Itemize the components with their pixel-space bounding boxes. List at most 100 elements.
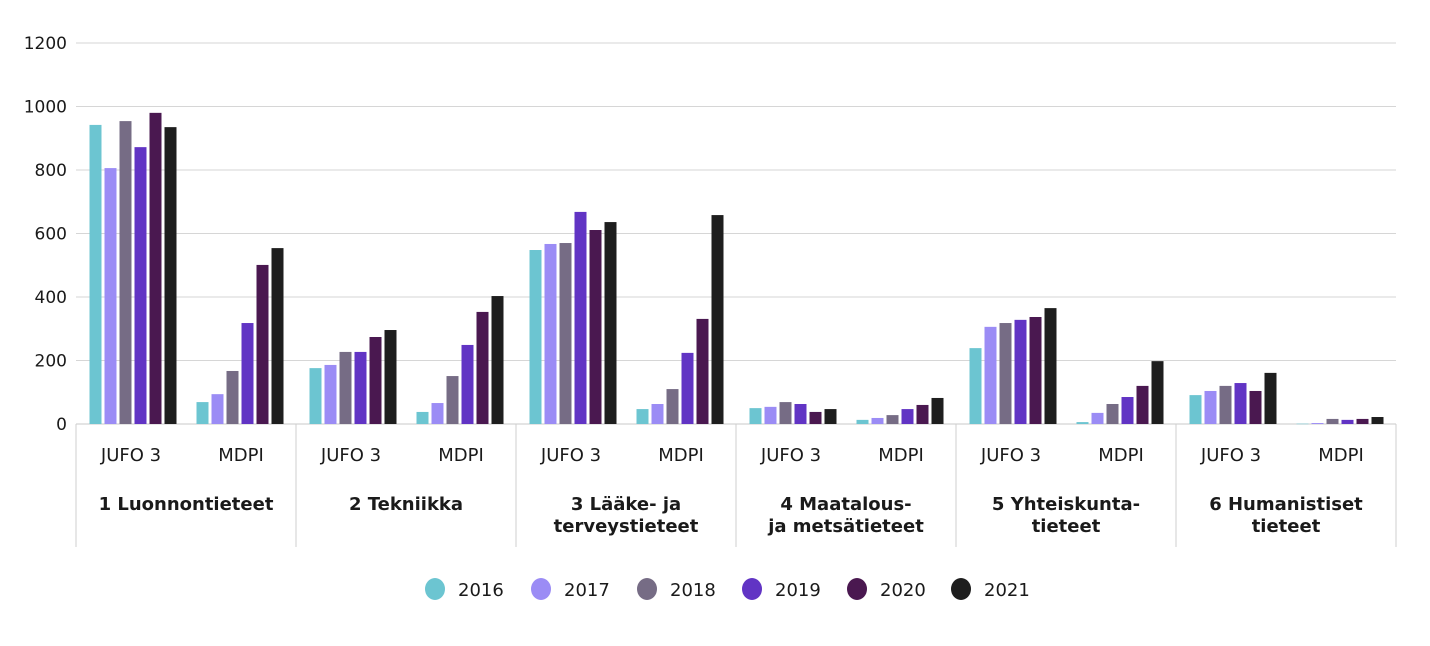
x-group-label: 6 Humanistiset [1209,494,1363,515]
legend-label: 2020 [880,580,926,601]
bar-2018 [559,243,572,424]
legend-marker-2020 [847,578,867,600]
x-group-label: 1 Luonnontieteet [99,494,274,515]
bar-2016 [416,411,429,424]
bar-2018 [1219,385,1232,424]
bar-2017 [324,364,337,424]
bar-2020 [1029,317,1042,424]
legend-marker-2018 [637,578,657,600]
x-subcategory-label: MDPI [1098,445,1144,466]
bar-2020 [916,404,929,424]
x-subcategory-label: MDPI [438,445,484,466]
x-group-label: 3 Lääke- ja [571,494,681,515]
bar-2016 [1189,395,1202,424]
bar-2017 [984,326,997,424]
bar-2020 [1249,390,1262,424]
bar-2021 [1044,308,1057,424]
bar-2018 [119,121,132,424]
x-group-label: terveystieteet [554,516,699,537]
y-tick-label: 200 [35,352,67,372]
bar-2017 [871,417,884,424]
bar-2020 [149,112,162,424]
legend-marker-2016 [425,578,445,600]
y-tick-label: 800 [35,161,67,181]
x-group-label: tieteet [1032,516,1101,537]
bar-2019 [134,147,147,424]
y-tick-label: 1200 [24,34,67,54]
bar-2017 [1204,390,1217,424]
bar-2019 [461,344,474,424]
bar-2020 [476,311,489,424]
x-group-label: tieteet [1252,516,1321,537]
y-tick-label: 1000 [24,98,67,118]
x-group-label: 2 Tekniikka [349,494,463,515]
bar-2021 [931,397,944,424]
bar-2016 [1296,423,1309,425]
legend-label: 2017 [564,580,610,601]
bar-2016 [749,408,762,424]
legend-label: 2016 [458,580,504,601]
bar-2019 [1014,319,1027,424]
x-subcategory-label: JUFO 3 [100,445,161,466]
x-subcategory-label: MDPI [878,445,924,466]
x-group-label: ja metsätieteet [767,516,924,537]
bar-2017 [104,168,117,424]
bar-2016 [89,124,102,424]
legend-marker-2021 [951,578,971,600]
bar-2020 [696,318,709,424]
bar-2021 [164,127,177,424]
bar-2020 [256,264,269,424]
bar-2018 [886,415,899,424]
x-subcategory-label: JUFO 3 [980,445,1041,466]
bar-2018 [339,351,352,424]
bar-2021 [491,296,504,424]
x-subcategory-label: MDPI [658,445,704,466]
bar-2018 [779,402,792,424]
y-tick-label: 400 [35,288,67,308]
y-tick-label: 600 [35,225,67,245]
x-subcategory-label: MDPI [218,445,264,466]
bar-2018 [446,376,459,424]
bar-2017 [431,403,444,424]
bar-2016 [636,409,649,424]
bar-2020 [589,230,602,424]
bar-2016 [196,402,209,424]
x-group-label: 4 Maatalous- [780,494,911,515]
legend-marker-2019 [742,578,762,600]
bar-2019 [901,409,914,424]
legend-label: 2018 [670,580,716,601]
bar-2019 [241,323,254,424]
bar-2018 [1326,418,1339,424]
x-subcategory-label: JUFO 3 [540,445,601,466]
bar-2016 [856,419,869,424]
bar-2021 [1264,372,1277,424]
bar-2017 [1311,423,1324,424]
bar-2018 [226,370,239,424]
bar-2019 [1121,397,1134,424]
bar-2017 [1091,412,1104,424]
bar-2021 [384,330,397,424]
bar-2019 [354,351,367,424]
bar-2019 [574,211,587,424]
x-subcategory-label: JUFO 3 [760,445,821,466]
bar-2018 [666,389,679,424]
bar-2021 [1151,361,1164,424]
bar-2017 [211,394,224,424]
legend-label: 2021 [984,580,1030,601]
bar-2019 [1234,383,1247,424]
legend-marker-2017 [531,578,551,600]
x-subcategory-label: JUFO 3 [1200,445,1261,466]
bar-2016 [309,368,322,424]
legend-label: 2019 [775,580,821,601]
x-group-label: 5 Yhteiskunta- [992,494,1140,515]
bar-2017 [544,243,557,424]
bar-2020 [1136,385,1149,424]
bar-2016 [529,250,542,424]
y-tick-label: 0 [56,415,67,435]
bar-2021 [824,409,837,424]
bar-2020 [809,411,822,424]
bar-2021 [271,248,284,424]
bar-2020 [369,337,382,424]
bar-2020 [1356,418,1369,424]
